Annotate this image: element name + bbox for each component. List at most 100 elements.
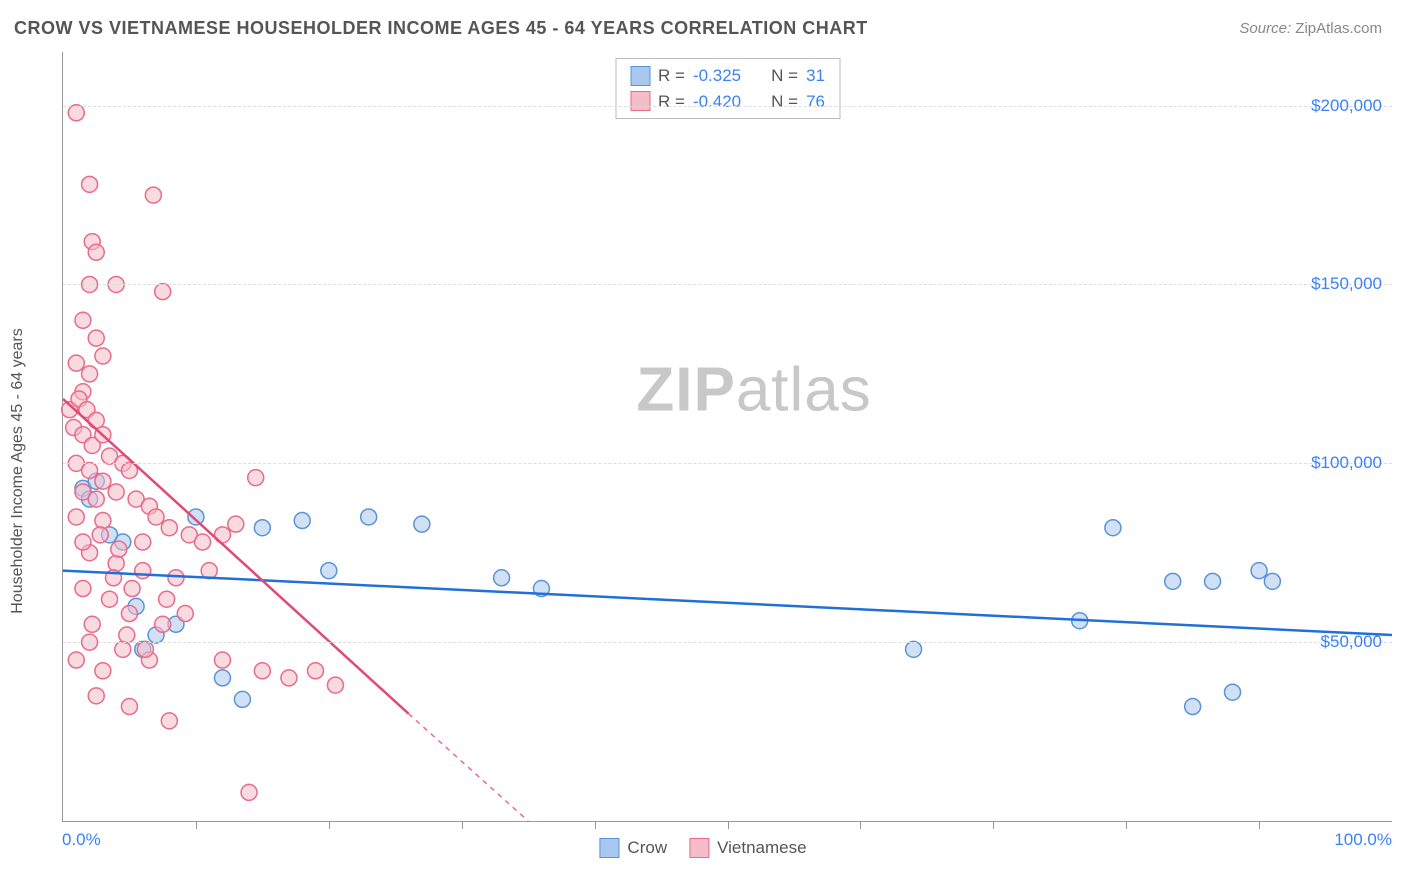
chart-title: CROW VS VIETNAMESE HOUSEHOLDER INCOME AG…	[14, 18, 868, 39]
data-point	[115, 641, 131, 657]
plot-svg	[63, 52, 1392, 821]
stats-legend-box: R =-0.325N =31R =-0.420N =76	[615, 58, 840, 119]
data-point	[95, 473, 111, 489]
stats-n-label: N =	[771, 89, 798, 115]
data-point	[95, 663, 111, 679]
x-tick	[1126, 821, 1127, 829]
data-point	[214, 670, 230, 686]
x-tick	[196, 821, 197, 829]
legend-label: Vietnamese	[717, 838, 806, 858]
data-point	[75, 534, 91, 550]
grid-line	[63, 106, 1392, 107]
data-point	[327, 677, 343, 693]
data-point	[88, 330, 104, 346]
data-point	[95, 348, 111, 364]
data-point	[168, 570, 184, 586]
data-point	[124, 581, 140, 597]
data-point	[161, 713, 177, 729]
data-point	[494, 570, 510, 586]
x-axis-min-label: 0.0%	[62, 830, 101, 850]
x-tick	[728, 821, 729, 829]
legend-item: Crow	[599, 838, 667, 858]
grid-line	[63, 642, 1392, 643]
data-point	[68, 509, 84, 525]
grid-line	[63, 463, 1392, 464]
data-point	[281, 670, 297, 686]
data-point	[88, 244, 104, 260]
bottom-legend: Crow Vietnamese	[599, 838, 806, 858]
legend-swatch	[689, 838, 709, 858]
data-point	[161, 520, 177, 536]
x-tick	[329, 821, 330, 829]
x-tick	[1259, 821, 1260, 829]
legend-item: Vietnamese	[689, 838, 806, 858]
data-point	[1264, 573, 1280, 589]
y-tick-label: $100,000	[1311, 453, 1382, 473]
data-point	[88, 688, 104, 704]
stats-r-value: -0.420	[693, 89, 741, 115]
data-point	[75, 581, 91, 597]
data-point	[1105, 520, 1121, 536]
data-point	[906, 641, 922, 657]
series-swatch	[630, 91, 650, 111]
data-point	[214, 652, 230, 668]
grid-line	[63, 284, 1392, 285]
data-point	[155, 616, 171, 632]
stats-row: R =-0.325N =31	[630, 63, 825, 89]
data-point	[1165, 573, 1181, 589]
data-point	[88, 491, 104, 507]
data-point	[188, 509, 204, 525]
stats-n-label: N =	[771, 63, 798, 89]
data-point	[82, 462, 98, 478]
data-point	[1205, 573, 1221, 589]
y-tick-label: $50,000	[1321, 632, 1382, 652]
data-point	[119, 627, 135, 643]
x-tick	[595, 821, 596, 829]
data-point	[248, 470, 264, 486]
legend-swatch	[599, 838, 619, 858]
data-point	[159, 591, 175, 607]
data-point	[321, 563, 337, 579]
data-point	[234, 691, 250, 707]
legend-label: Crow	[627, 838, 667, 858]
y-axis-label: Householder Income Ages 45 - 64 years	[9, 328, 27, 614]
data-point	[82, 366, 98, 382]
stats-n-value: 31	[806, 63, 825, 89]
data-point	[102, 591, 118, 607]
data-point	[148, 509, 164, 525]
data-point	[135, 534, 151, 550]
data-point	[155, 284, 171, 300]
data-point	[68, 355, 84, 371]
data-point	[414, 516, 430, 532]
data-point	[82, 176, 98, 192]
data-point	[95, 513, 111, 529]
regression-line-extrapolated	[409, 714, 529, 821]
data-point	[84, 616, 100, 632]
data-point	[1251, 563, 1267, 579]
source-value: ZipAtlas.com	[1295, 20, 1382, 37]
series-swatch	[630, 66, 650, 86]
data-point	[361, 509, 377, 525]
data-point	[177, 606, 193, 622]
source-attribution: Source: ZipAtlas.com	[1239, 20, 1382, 37]
stats-n-value: 76	[806, 89, 825, 115]
data-point	[108, 484, 124, 500]
data-point	[254, 663, 270, 679]
data-point	[294, 513, 310, 529]
data-point	[88, 412, 104, 428]
plot-area: ZIPatlas R =-0.325N =31R =-0.420N =76 $5…	[62, 52, 1392, 822]
data-point	[228, 516, 244, 532]
data-point	[241, 784, 257, 800]
x-tick	[860, 821, 861, 829]
data-point	[308, 663, 324, 679]
chart-container: Householder Income Ages 45 - 64 years ZI…	[14, 52, 1392, 872]
data-point	[1225, 684, 1241, 700]
stats-row: R =-0.420N =76	[630, 89, 825, 115]
data-point	[1185, 699, 1201, 715]
y-tick-label: $150,000	[1311, 274, 1382, 294]
data-point	[254, 520, 270, 536]
data-point	[108, 555, 124, 571]
data-point	[195, 534, 211, 550]
data-point	[137, 641, 153, 657]
header: CROW VS VIETNAMESE HOUSEHOLDER INCOME AG…	[0, 0, 1406, 51]
